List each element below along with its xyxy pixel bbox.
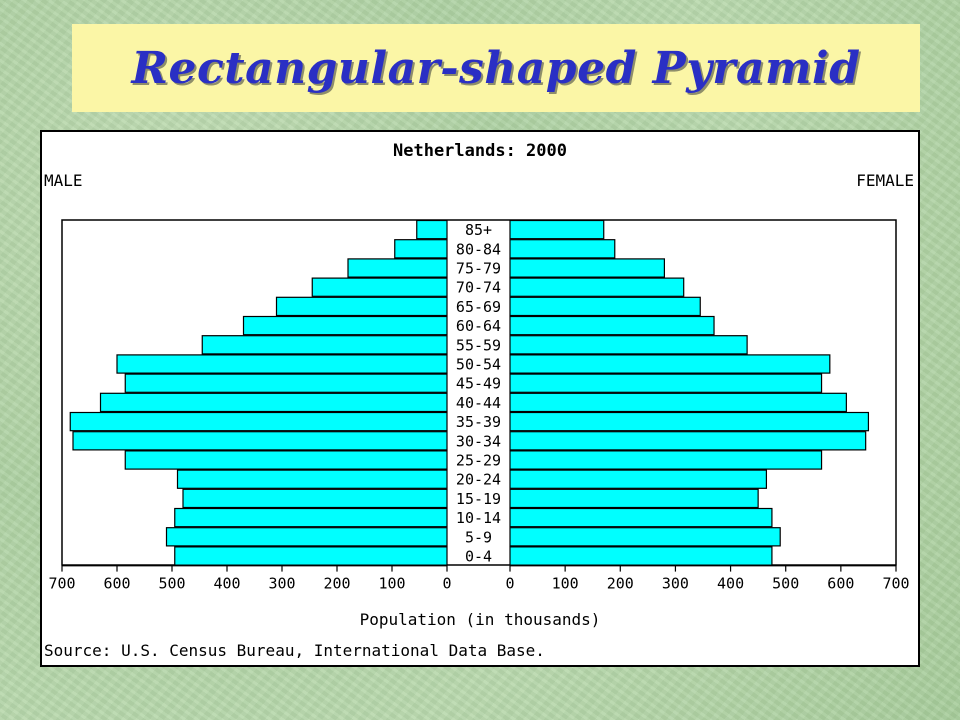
x-tick-label: 600 — [103, 575, 130, 593]
age-group-label: 60-64 — [456, 317, 501, 335]
age-group-label: 65-69 — [456, 298, 501, 316]
plot-frame — [61, 219, 897, 566]
age-group-label: 50-54 — [456, 356, 501, 374]
female-bar-70-74 — [509, 277, 685, 297]
female-bar-0-4 — [509, 546, 773, 566]
x-tick-label: 400 — [213, 575, 240, 593]
male-bar-5-9 — [165, 527, 448, 547]
male-bar-45-49 — [124, 373, 448, 393]
male-bar-55-59 — [201, 335, 448, 355]
male-bar-30-34 — [72, 431, 448, 451]
x-tick-label: 400 — [717, 575, 744, 593]
age-group-label: 55-59 — [456, 336, 501, 354]
male-bar-65-69 — [275, 296, 448, 317]
x-tick-label: 300 — [662, 575, 689, 593]
male-bar-80-84 — [394, 239, 448, 259]
x-tick-label: 200 — [607, 575, 634, 593]
female-bar-15-19 — [509, 488, 759, 509]
age-group-label: 85+ — [465, 221, 492, 239]
age-group-label: 20-24 — [456, 471, 501, 489]
male-bar-85+ — [416, 219, 448, 240]
x-tick-label: 700 — [882, 575, 909, 593]
age-group-label: 15-19 — [456, 490, 501, 508]
female-bar-75-79 — [509, 258, 665, 278]
age-group-label: 0-4 — [465, 548, 492, 566]
age-group-label: 5-9 — [465, 528, 492, 546]
x-tick-label: 100 — [378, 575, 405, 593]
male-label: MALE — [44, 171, 83, 190]
x-tick-label: 300 — [268, 575, 295, 593]
age-group-label: 30-34 — [456, 432, 501, 450]
x-tick-label: 600 — [827, 575, 854, 593]
age-group-label: 25-29 — [456, 452, 501, 470]
male-bar-25-29 — [124, 450, 448, 470]
female-bar-80-84 — [509, 239, 616, 259]
age-group-label: 45-49 — [456, 375, 501, 393]
female-bar-5-9 — [509, 527, 781, 547]
x-axis-label: Population (in thousands) — [360, 610, 601, 629]
age-group-label: 70-74 — [456, 279, 501, 297]
x-tick-label: 0 — [442, 575, 451, 593]
age-group-label: 40-44 — [456, 394, 501, 412]
population-pyramid-chart: Netherlands: 2000 MALE FEMALE 85+ 80-84 75… — [40, 130, 920, 667]
slide-title: Rectangular-shaped Pyramid — [131, 42, 861, 94]
x-tick-label: 100 — [552, 575, 579, 593]
female-bar-25-29 — [509, 450, 823, 470]
age-group-label: 35-39 — [456, 413, 501, 431]
age-group-label: 80-84 — [456, 240, 501, 258]
female-bar-35-39 — [509, 411, 870, 432]
source-note: Source: U.S. Census Bureau, Internationa… — [44, 641, 545, 660]
female-bar-45-49 — [509, 373, 823, 393]
male-bar-75-79 — [347, 258, 448, 278]
x-tick-label: 0 — [505, 575, 514, 593]
male-bar-70-74 — [311, 277, 448, 297]
male-bar-35-39 — [69, 411, 448, 432]
male-bar-10-14 — [174, 507, 448, 528]
x-tick-label: 200 — [323, 575, 350, 593]
female-bar-85+ — [509, 219, 605, 240]
female-bar-65-69 — [509, 296, 701, 317]
male-bar-60-64 — [242, 315, 448, 336]
x-tick-label: 500 — [158, 575, 185, 593]
male-bar-20-24 — [176, 469, 448, 489]
female-bar-30-34 — [509, 431, 867, 451]
female-bar-40-44 — [509, 392, 847, 413]
male-bar-50-54 — [116, 354, 448, 374]
male-bar-15-19 — [182, 488, 448, 509]
pyramid-svg: Netherlands: 2000 MALE FEMALE 85+80-84 75… — [40, 130, 920, 667]
female-label: FEMALE — [856, 171, 914, 190]
chart-title: Netherlands: 2000 — [393, 141, 567, 161]
x-tick-label: 700 — [48, 575, 75, 593]
female-bar-20-24 — [509, 469, 768, 489]
title-banner: Rectangular-shaped Pyramid — [72, 24, 920, 112]
female-bar-50-54 — [509, 354, 831, 374]
male-bar-0-4 — [174, 546, 448, 566]
female-bar-10-14 — [509, 507, 773, 528]
female-bar-60-64 — [509, 315, 715, 336]
age-group-label: 75-79 — [456, 260, 501, 278]
female-bar-55-59 — [509, 335, 748, 355]
x-tick-label: 500 — [772, 575, 799, 593]
male-bar-40-44 — [99, 392, 448, 413]
age-group-label: 10-14 — [456, 509, 501, 527]
